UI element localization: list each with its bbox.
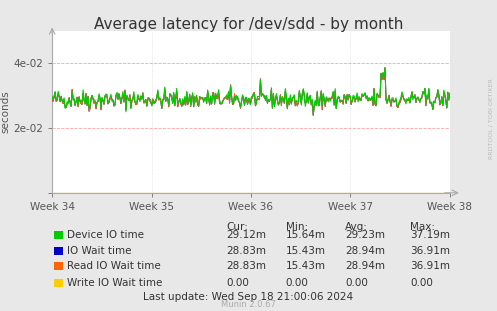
Text: 28.83m: 28.83m — [226, 261, 266, 271]
Text: Last update: Wed Sep 18 21:00:06 2024: Last update: Wed Sep 18 21:00:06 2024 — [144, 292, 353, 302]
Text: 29.23m: 29.23m — [345, 230, 385, 240]
Text: 28.94m: 28.94m — [345, 261, 385, 271]
Text: Cur:: Cur: — [226, 222, 248, 232]
Text: 29.12m: 29.12m — [226, 230, 266, 240]
Text: 36.91m: 36.91m — [410, 261, 450, 271]
Text: Min:: Min: — [286, 222, 308, 232]
Text: RRDTOOL / TOBI OETIKER: RRDTOOL / TOBI OETIKER — [488, 78, 493, 159]
Text: 37.19m: 37.19m — [410, 230, 450, 240]
Text: 28.83m: 28.83m — [226, 246, 266, 256]
Text: 0.00: 0.00 — [345, 278, 368, 288]
Text: 28.94m: 28.94m — [345, 246, 385, 256]
Text: 15.64m: 15.64m — [286, 230, 326, 240]
Text: 36.91m: 36.91m — [410, 246, 450, 256]
Text: Max:: Max: — [410, 222, 435, 232]
Text: 15.43m: 15.43m — [286, 261, 326, 271]
Text: 0.00: 0.00 — [226, 278, 249, 288]
Text: Read IO Wait time: Read IO Wait time — [67, 261, 161, 271]
Text: Average latency for /dev/sdd - by month: Average latency for /dev/sdd - by month — [94, 17, 403, 32]
Text: 0.00: 0.00 — [286, 278, 309, 288]
Y-axis label: seconds: seconds — [0, 91, 10, 133]
Text: Avg:: Avg: — [345, 222, 368, 232]
Text: Write IO Wait time: Write IO Wait time — [67, 278, 163, 288]
Text: Device IO time: Device IO time — [67, 230, 144, 240]
Text: IO Wait time: IO Wait time — [67, 246, 132, 256]
Text: 0.00: 0.00 — [410, 278, 433, 288]
Text: Munin 2.0.67: Munin 2.0.67 — [221, 300, 276, 309]
Text: 15.43m: 15.43m — [286, 246, 326, 256]
